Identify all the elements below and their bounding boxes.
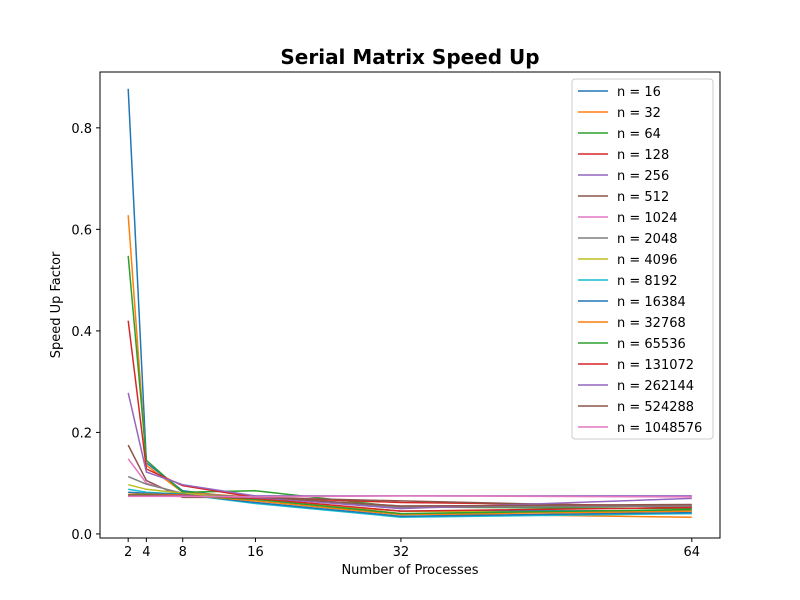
legend-label-15: n = 524288 — [617, 400, 694, 415]
y-tick-label: 0.4 — [71, 325, 92, 340]
legend-label-11: n = 32768 — [617, 316, 686, 331]
y-axis-ticks: 0.0 0.2 0.4 0.6 0.8 — [71, 122, 100, 543]
x-axis-label: Number of Processes — [341, 563, 478, 578]
axes-frame — [99, 71, 721, 539]
legend-label-1: n = 32 — [617, 106, 661, 121]
x-tick-label: 64 — [684, 545, 701, 560]
chart-title: Serial Matrix Speed Up — [280, 45, 539, 69]
legend-label-7: n = 2048 — [617, 232, 677, 247]
x-axis-ticks: 2 4 8 16 32 64 — [124, 538, 700, 560]
legend-label-8: n = 4096 — [617, 253, 677, 268]
y-tick-label: 0.8 — [71, 122, 92, 137]
x-tick-label: 2 — [124, 545, 132, 560]
x-tick-label: 16 — [247, 545, 264, 560]
legend-label-0: n = 16 — [617, 85, 661, 100]
legend-label-13: n = 131072 — [617, 358, 694, 373]
y-tick-label: 0.2 — [71, 426, 92, 441]
legend-label-16: n = 1048576 — [617, 421, 702, 436]
legend-frame — [571, 78, 714, 440]
x-tick-label: 4 — [142, 545, 150, 560]
legend-label-5: n = 512 — [617, 190, 669, 205]
x-tick-label: 8 — [179, 545, 187, 560]
legend: n = 16 n = 32 n = 64 n = 128 n = 256 n = 512 n… — [571, 78, 714, 440]
y-tick-label: 0.0 — [71, 528, 92, 543]
series-line-3 — [127, 320, 692, 507]
legend-label-2: n = 64 — [617, 127, 661, 142]
legend-label-9: n = 8192 — [617, 274, 677, 289]
legend-label-10: n = 16384 — [617, 295, 686, 310]
series-line-6 — [127, 458, 692, 507]
x-tick-label: 32 — [393, 545, 410, 560]
y-tick-label: 0.6 — [71, 223, 92, 238]
legend-label-12: n = 65536 — [617, 337, 686, 352]
series-line-16 — [128, 495, 692, 498]
legend-label-3: n = 128 — [617, 148, 669, 163]
legend-label-4: n = 256 — [617, 169, 669, 184]
y-axis-label: Speed Up Factor — [49, 251, 64, 358]
plot-area — [127, 88, 692, 518]
legend-label-6: n = 1024 — [617, 211, 677, 226]
legend-label-14: n = 262144 — [617, 379, 694, 394]
